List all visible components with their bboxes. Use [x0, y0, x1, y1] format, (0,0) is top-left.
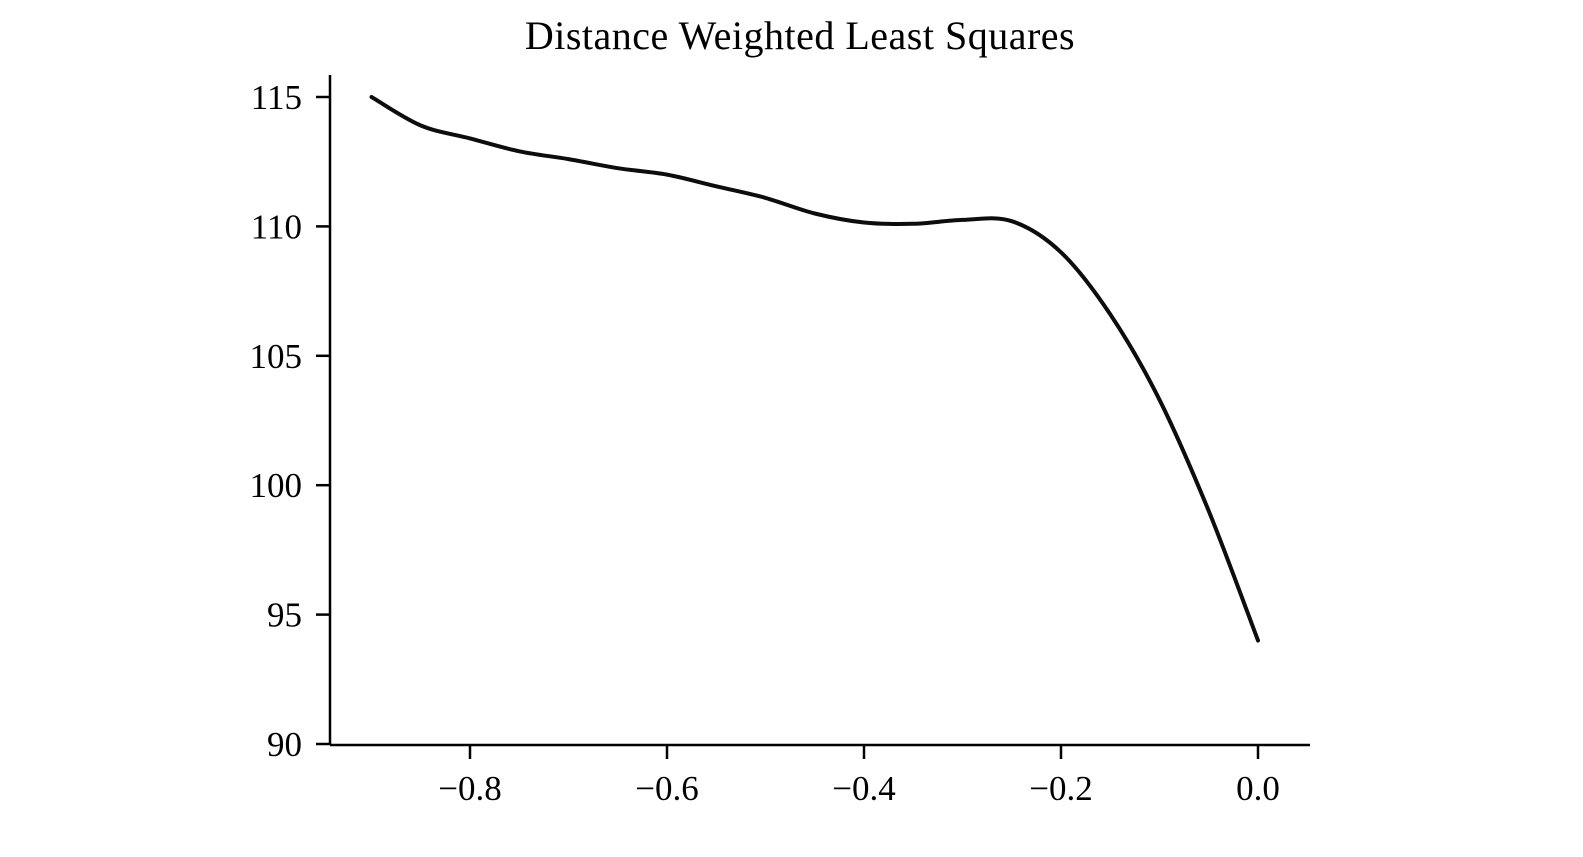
y-tick-label: 110 [251, 207, 302, 246]
y-tick-label: 105 [250, 337, 303, 376]
x-tick-label: −0.6 [635, 769, 699, 808]
y-tick-label: 115 [251, 78, 302, 117]
y-tick-label: 100 [250, 466, 303, 505]
y-tick-label: 90 [267, 725, 302, 764]
chart-title: Distance Weighted Least Squares [524, 13, 1076, 58]
dwls-curve [369, 95, 1260, 643]
x-tick-label: −0.4 [832, 769, 896, 808]
y-tick-label: 95 [267, 596, 302, 635]
x-tick-label: 0.0 [1236, 769, 1280, 808]
x-tick-label: −0.2 [1029, 769, 1093, 808]
x-tick-label: −0.8 [438, 769, 502, 808]
